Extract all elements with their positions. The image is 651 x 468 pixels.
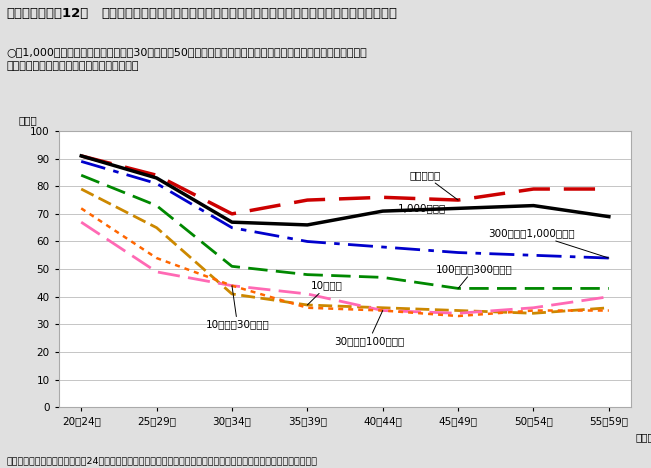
Text: 10人以上30人未満: 10人以上30人未満 xyxy=(206,285,270,329)
Text: 300人以上1,000人未満: 300人以上1,000人未満 xyxy=(488,228,609,258)
Text: 10人未満: 10人未満 xyxy=(307,281,343,305)
Text: 100人以上300人未満: 100人以上300人未満 xyxy=(436,264,512,288)
Text: 1,000人以上: 1,000人以上 xyxy=(383,204,446,213)
Text: （歳）: （歳） xyxy=(635,432,651,442)
Text: （％）: （％） xyxy=(18,116,37,125)
Text: ○　1,000人以上規模の大企業では、30歳台から50歳台までの正規の職員・従業員の約７割が初職から当該企業
　で就業し続けている者で占められている。: ○ 1,000人以上規模の大企業では、30歳台から50歳台までの正規の職員・従業… xyxy=(7,47,367,71)
Text: 第３－（１）－12図: 第３－（１）－12図 xyxy=(7,7,89,20)
Text: 企業規模別現職が初職である者の比率（役員又は正規の職員・従業員、男女計）: 企業規模別現職が初職である者の比率（役員又は正規の職員・従業員、男女計） xyxy=(101,7,397,20)
Text: 30人以上100人未満: 30人以上100人未満 xyxy=(334,311,404,346)
Text: 資料出所　総務省統計局「平成24年就業構造基本調査」の調査票情報を厚生労働省労働政策担当参事官室にて独自集計: 資料出所 総務省統計局「平成24年就業構造基本調査」の調査票情報を厚生労働省労働… xyxy=(7,457,318,466)
Text: 官公庁など: 官公庁など xyxy=(409,170,458,200)
